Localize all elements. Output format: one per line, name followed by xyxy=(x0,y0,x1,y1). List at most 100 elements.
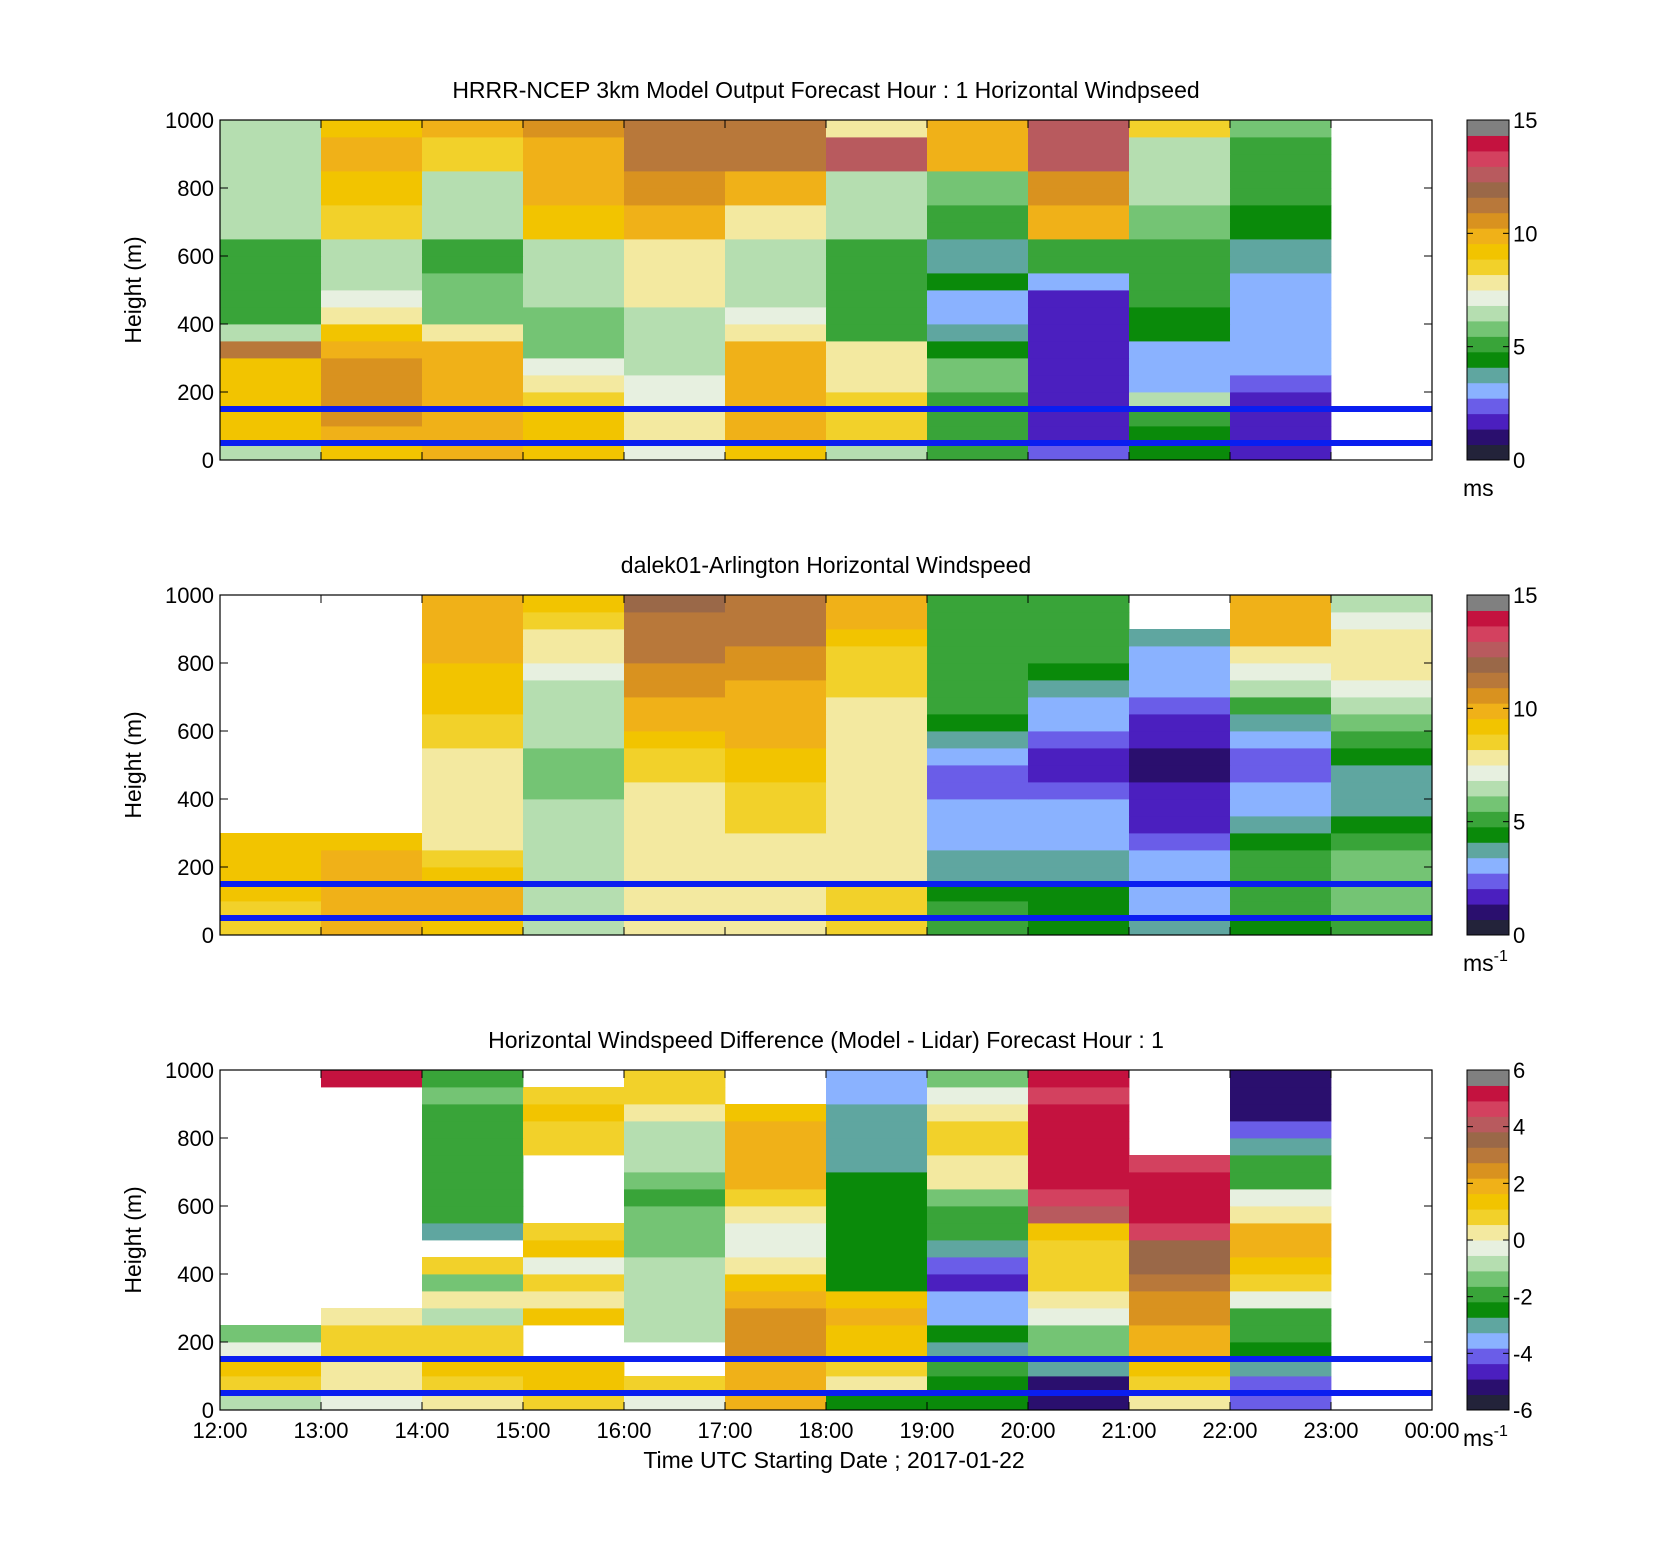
heatmap-cell xyxy=(1028,222,1130,240)
heatmap-cell xyxy=(422,765,524,783)
heatmap-cell xyxy=(1129,409,1231,427)
heatmap-cell xyxy=(220,222,322,240)
heatmap-cell xyxy=(1230,409,1332,427)
heatmap-cell xyxy=(826,1359,928,1377)
heatmap-cell xyxy=(826,1393,928,1411)
colorbar-swatch xyxy=(1467,1085,1509,1102)
heatmap-cell xyxy=(927,120,1029,138)
heatmap-cell xyxy=(1028,188,1130,206)
heatmap-cell xyxy=(826,1155,928,1173)
x-tick-label: 17:00 xyxy=(697,1418,752,1443)
heatmap-cell xyxy=(826,120,928,138)
colorbar-swatch xyxy=(1467,718,1509,735)
heatmap-cell xyxy=(624,731,726,749)
heatmap-cell xyxy=(1230,1240,1332,1258)
heatmap-cell xyxy=(826,884,928,902)
heatmap-cell xyxy=(624,426,726,444)
heatmap-cell xyxy=(1028,273,1130,291)
heatmap-cell xyxy=(927,1155,1029,1173)
heatmap-cell xyxy=(1230,1376,1332,1394)
heatmap-cell xyxy=(1129,154,1231,172)
colorbar-swatch xyxy=(1467,1070,1509,1086)
heatmap-cell xyxy=(1028,1138,1130,1156)
heatmap-cell xyxy=(927,646,1029,664)
heatmap-cell xyxy=(1331,731,1433,749)
heatmap-cell xyxy=(826,1240,928,1258)
heatmap-cell xyxy=(422,595,524,613)
colorbar: -6 -4 -2 0 2 4 6 ms-1 xyxy=(1463,1058,1533,1451)
heatmap-cell xyxy=(1028,409,1130,427)
heatmap-cell xyxy=(624,341,726,359)
heatmap-cell xyxy=(1230,188,1332,206)
heatmap-cell xyxy=(1230,375,1332,393)
heatmap-cell xyxy=(927,375,1029,393)
colorbar-swatch xyxy=(1467,1348,1509,1365)
heatmap-cell xyxy=(1129,833,1231,851)
y-tick-label: 600 xyxy=(177,719,214,744)
heatmap-cell xyxy=(422,1308,524,1326)
heatmap-cell xyxy=(523,697,625,715)
heatmap-cell xyxy=(1230,324,1332,342)
colorbar-swatch xyxy=(1467,1270,1509,1287)
heatmap-cell xyxy=(1230,1291,1332,1309)
heatmap-cell xyxy=(725,1325,827,1343)
heatmap-cell xyxy=(1331,867,1433,885)
heatmap-cell xyxy=(422,714,524,732)
heatmap-cell xyxy=(1129,884,1231,902)
heatmap-cell xyxy=(1230,222,1332,240)
heatmap-cell xyxy=(422,1342,524,1360)
heatmap-cell xyxy=(1028,1087,1130,1105)
colorbar-swatch xyxy=(1467,290,1509,306)
x-tick-label: 00:00 xyxy=(1404,1418,1459,1443)
colorbar-swatch xyxy=(1467,1255,1509,1272)
heatmap-cell xyxy=(1129,1155,1231,1173)
heatmap-cell xyxy=(826,612,928,630)
colorbar-swatch xyxy=(1467,857,1509,874)
heatmap-cell xyxy=(826,1206,928,1224)
y-tick-label: 400 xyxy=(177,787,214,812)
heatmap-cell xyxy=(725,782,827,800)
heatmap-cell xyxy=(321,239,423,257)
heatmap-cell xyxy=(1230,137,1332,155)
heatmap-cell xyxy=(1129,1172,1231,1190)
heatmap-cell xyxy=(523,629,625,647)
heatmap-cell xyxy=(1230,850,1332,868)
heatmap-cell xyxy=(1230,1308,1332,1326)
heatmap-cell xyxy=(1129,239,1231,257)
heatmap-cell xyxy=(826,409,928,427)
heatmap-cell xyxy=(725,256,827,274)
heatmap-cell xyxy=(826,1342,928,1360)
heatmap-cell xyxy=(1230,799,1332,817)
colorbar-swatch xyxy=(1467,1116,1509,1133)
heatmap-cell xyxy=(422,646,524,664)
heatmap-cell xyxy=(927,409,1029,427)
heatmap-cell xyxy=(725,137,827,155)
heatmap-cell xyxy=(725,171,827,189)
heatmap-cell xyxy=(523,1138,625,1156)
heatmap-cell xyxy=(422,629,524,647)
panel-1: HRRR-NCEP 3km Model Output Forecast Hour… xyxy=(120,77,1537,501)
heatmap-cell xyxy=(624,171,726,189)
heatmap-cell xyxy=(1028,1325,1130,1343)
heatmap-cell xyxy=(826,1172,928,1190)
heatmap-cell xyxy=(422,307,524,325)
y-tick-label: 200 xyxy=(177,1330,214,1355)
heatmap-cell xyxy=(321,273,423,291)
heatmap-cell xyxy=(624,1240,726,1258)
heatmap-cell xyxy=(725,307,827,325)
heatmap-cell xyxy=(523,120,625,138)
heatmap-cell xyxy=(523,1087,625,1105)
heatmap-cell xyxy=(1028,884,1130,902)
colorbar-swatch xyxy=(1467,1131,1509,1148)
heatmap-cell xyxy=(927,1172,1029,1190)
colorbar-swatch xyxy=(1467,1301,1509,1318)
heatmap-cell xyxy=(927,663,1029,681)
heatmap-cell xyxy=(725,850,827,868)
heatmap-cell xyxy=(826,1308,928,1326)
heatmap-cell xyxy=(725,901,827,919)
heatmap-cell xyxy=(1129,816,1231,834)
heatmap-cell xyxy=(826,239,928,257)
colorbar-swatch xyxy=(1467,595,1509,611)
heatmap-cell xyxy=(826,782,928,800)
